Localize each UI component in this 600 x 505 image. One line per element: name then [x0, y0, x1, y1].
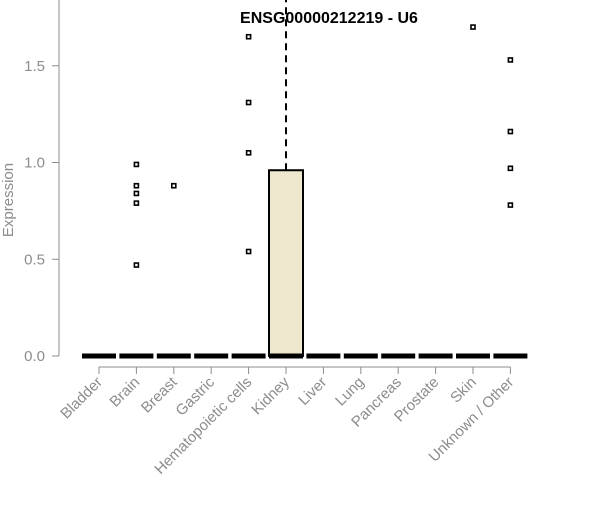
- box-group: [156, 182, 191, 359]
- outlier-point: [507, 128, 514, 135]
- outlier-point: [507, 202, 514, 208]
- x-tick-label: Skin: [447, 374, 480, 407]
- outlier-point: [245, 150, 252, 156]
- outlier-point: [245, 248, 252, 255]
- outlier-point: [133, 161, 140, 168]
- x-tick-label: Kidney: [248, 373, 293, 418]
- y-tick-label: 1.0: [24, 155, 45, 172]
- outlier-point: [133, 262, 140, 268]
- outlier-point: [245, 99, 252, 106]
- y-tick-label: 1.5: [24, 58, 45, 75]
- x-tick-label: Liver: [295, 374, 330, 409]
- y-tick-label: 0.5: [24, 251, 45, 268]
- box-group: [343, 353, 378, 359]
- outlier-point: [133, 200, 140, 206]
- y-tick-label: 0.0: [24, 348, 45, 365]
- box-group: [268, 0, 304, 359]
- outlier-point: [245, 33, 252, 40]
- chart-title: ENSG00000212219 - U6: [240, 10, 418, 27]
- box-group: [493, 57, 528, 359]
- boxes: [82, 0, 528, 359]
- outlier-point: [507, 57, 514, 63]
- outlier-point: [507, 165, 514, 172]
- outlier-point: [171, 182, 177, 189]
- box-group: [231, 33, 266, 359]
- outlier-point: [133, 182, 140, 189]
- box-group: [119, 161, 154, 359]
- box-iqr: [268, 169, 304, 357]
- y-axis-title: Expression: [0, 163, 17, 237]
- outlier-point: [470, 24, 476, 30]
- box-group: [456, 24, 490, 359]
- axes: 0.00.51.01.52.02.53.0: [24, 0, 511, 374]
- x-tick-label: Bladder: [57, 374, 106, 423]
- outlier-point: [133, 190, 140, 197]
